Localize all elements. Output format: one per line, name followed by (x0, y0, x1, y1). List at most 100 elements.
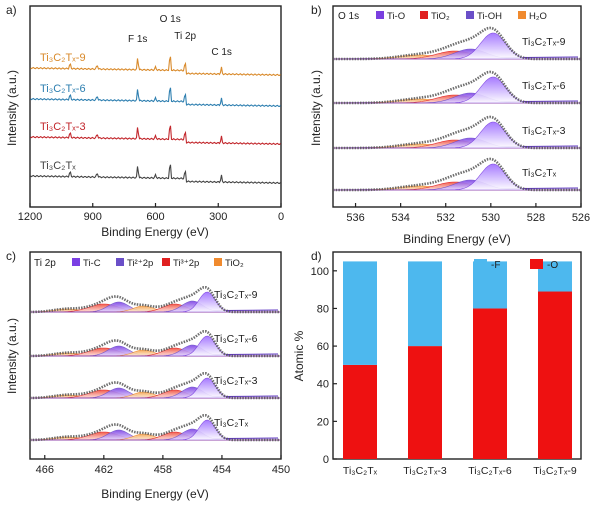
panel-a-xlabel: Binding Energy (eV) (101, 225, 208, 239)
spectrum-data-points (333, 70, 581, 105)
legend-label: TiO₂ (225, 258, 244, 269)
legend-title: Ti 2p (34, 258, 56, 269)
panel-d-legend: -F -O (474, 259, 558, 271)
x-tick-label: 600 (146, 211, 164, 223)
series-label: Ti₃C₂Tₓ-6 (522, 80, 566, 92)
legend-swatch (162, 258, 170, 266)
x-category-label: Ti₃C₂Tₓ-6 (468, 465, 512, 477)
x-category-label: Ti₃C₂Tₓ-9 (533, 465, 577, 477)
x-tick-label: 458 (154, 464, 172, 476)
spectrum-data-points (30, 372, 281, 400)
series-label: Ti₃C₂Tₓ (40, 160, 76, 172)
spectrum-line (30, 56, 281, 77)
x-tick-label: 454 (213, 464, 231, 476)
panel-d-ylabel: Atomic % (292, 330, 306, 381)
legend-swatch (214, 258, 222, 266)
bar-segment (343, 364, 377, 459)
spectrum-line (30, 125, 281, 146)
panel-a-series-labels: Ti₃C₂Tₓ-9 Ti₃C₂Tₓ-6 Ti₃C₂Tₓ-3 Ti₃C₂Tₓ (40, 52, 86, 172)
y-tick-label: 100 (311, 266, 329, 278)
series-label: Ti₃C₂Tₓ (214, 417, 249, 429)
peak-annotation: F 1s (128, 34, 147, 45)
legend-label: -F (491, 260, 500, 271)
legend-swatch (116, 258, 124, 266)
legend-swatch (518, 11, 526, 19)
spectrum-data-points (333, 26, 581, 61)
bar-segment (408, 261, 442, 347)
x-tick-label: 536 (346, 212, 364, 224)
series-label: Ti₃C₂Tₓ-9 (522, 36, 566, 48)
y-tick-label: 60 (317, 341, 329, 353)
bar-segment (408, 346, 442, 459)
x-category-label: Ti₃C₂Tₓ-3 (403, 465, 447, 477)
peak-annotation: Ti 2p (174, 31, 196, 42)
panel-b-ylabel: Intensity (a.u.) (309, 70, 323, 146)
spectrum-data-points (333, 157, 581, 192)
panel-c-letter: c) (6, 249, 16, 263)
panel-b-frame (332, 5, 582, 208)
panel-a-ylabel: Intensity (a.u.) (5, 70, 19, 146)
series-label: Ti₃C₂Tₓ-6 (214, 333, 258, 345)
panel-b-spectra (333, 26, 581, 192)
x-tick-label: 900 (84, 211, 102, 223)
series-label: Ti₃C₂Tₓ-6 (40, 83, 86, 95)
x-tick-label: 1200 (18, 211, 42, 223)
legend-label: H₂O (529, 11, 547, 22)
x-tick-label: 532 (437, 212, 455, 224)
panel-d-frame (332, 251, 582, 460)
legend-label: Ti-C (83, 258, 101, 269)
panel-b-legend: O 1s Ti-O TiO₂ Ti-OH H₂O (338, 11, 547, 22)
panel-c: c) Ti 2p Ti-C Ti²⁺2p Ti³⁺2p TiO₂ Ti₃C₂Tₓ-9Ti… (5, 249, 290, 501)
x-tick-label: 466 (36, 464, 54, 476)
legend-swatch (474, 259, 487, 269)
y-tick-label: 80 (317, 303, 329, 315)
x-category-label: Ti₃C₂Tₓ (343, 465, 378, 477)
panel-c-spectra (29, 286, 281, 442)
panel-c-legend: Ti 2p Ti-C Ti²⁺2p Ti³⁺2p TiO₂ (34, 258, 244, 269)
legend-swatch (376, 11, 384, 19)
spectrum-line (30, 87, 281, 108)
legend-label: -O (547, 260, 558, 271)
panel-c-ylabel: Intensity (a.u.) (5, 318, 19, 394)
legend-label: Ti³⁺2p (173, 258, 199, 269)
panel-c-series-labels: Ti₃C₂Tₓ-9 Ti₃C₂Tₓ-6 Ti₃C₂Tₓ-3 Ti₃C₂Tₓ (214, 289, 258, 429)
panel-a-x-ticks: 1200 900 600 300 0 (18, 203, 284, 223)
legend-title: O 1s (338, 11, 359, 22)
spectrum-data-points (333, 115, 581, 150)
x-tick-label: 528 (527, 212, 545, 224)
panel-b-x-ticks: 536 534 532 530 528 526 (346, 203, 590, 224)
peak-annotation: O 1s (160, 14, 181, 25)
panel-a-letter: a) (6, 3, 17, 17)
series-label: Ti₃C₂Tₓ-3 (522, 125, 566, 137)
x-tick-label: 530 (482, 212, 500, 224)
panel-d-bars (343, 261, 572, 459)
panel-b: b) O 1s Ti-O TiO₂ Ti-OH H₂O Ti₃C₂Tₓ-9 Ti₃C₂Tₓ… (309, 3, 590, 246)
bar-segment (473, 308, 507, 459)
x-tick-label: 450 (272, 464, 290, 476)
x-tick-label: 462 (95, 464, 113, 476)
legend-label: Ti²⁺2p (127, 258, 153, 269)
panel-a: a) 1200 900 600 300 0 Ti₃C₂Tₓ-9Ti₃C₂Tₓ-6Ti₃C… (5, 3, 284, 239)
legend-swatch (420, 11, 428, 19)
panel-d-axes-ticks: 0 20 40 60 80 100 Ti₃C₂Tₓ Ti₃C₂Tₓ-3 Ti₃C₂Tₓ-6 Ti₃… (311, 266, 577, 477)
panel-a-peak-annotations: F 1s O 1s Ti 2p C 1s (128, 14, 232, 58)
spectrum-data-points (30, 286, 281, 314)
peak-annotation: C 1s (211, 47, 232, 58)
y-tick-label: 40 (317, 379, 329, 391)
legend-swatch (72, 258, 80, 266)
y-tick-label: 20 (317, 416, 329, 428)
series-label: Ti₃C₂Tₓ-3 (214, 375, 258, 387)
series-label: Ti₃C₂Tₓ-3 (40, 121, 86, 133)
panel-d: d) 0 20 40 60 80 100 Ti₃C₂Tₓ Ti₃C₂Tₓ-3 Ti₃C₂Tₓ-6… (292, 249, 582, 477)
bar-segment (538, 261, 572, 292)
panel-b-letter: b) (311, 3, 322, 17)
spectrum-data-points (30, 330, 281, 358)
panel-c-xlabel: Binding Energy (eV) (101, 487, 208, 501)
panel-c-x-ticks: 466 462 458 454 450 (36, 455, 290, 476)
panel-d-letter: d) (311, 249, 322, 263)
x-tick-label: 300 (209, 211, 227, 223)
legend-swatch (466, 11, 474, 19)
series-label: Ti₃C₂Tₓ-9 (214, 289, 258, 301)
